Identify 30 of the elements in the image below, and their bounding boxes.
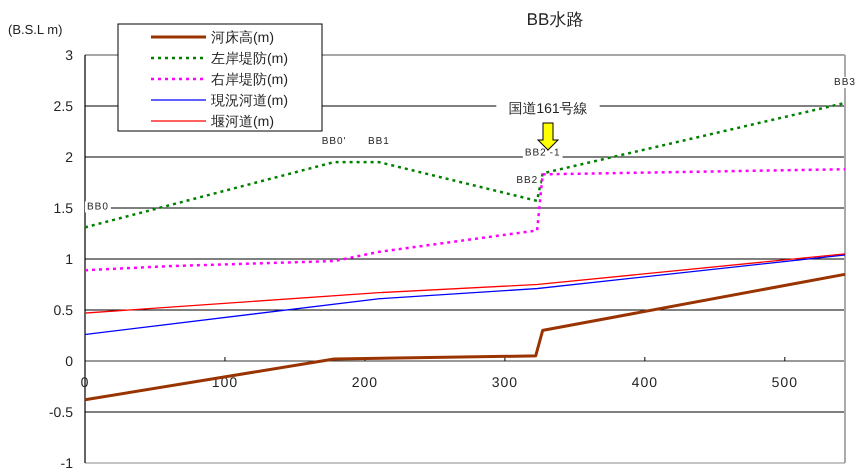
y-tick-label: 2 (65, 149, 74, 165)
chart-title: BB水路 (526, 10, 584, 29)
y-tick-label: 3 (65, 47, 74, 63)
legend-label: 堰河道(m) (210, 113, 274, 129)
x-tick-label: 400 (632, 374, 658, 390)
annotation: BB0' (322, 136, 347, 148)
line-series (84, 254, 846, 336)
x-tick-label: 300 (492, 374, 518, 390)
legend-label: 河床高(m) (211, 29, 274, 45)
annotation: BB2'-1 (524, 147, 561, 158)
line-series (84, 253, 846, 314)
legend-label: 左岸堤防(m) (211, 50, 288, 66)
y-tick-label: 1.5 (54, 200, 74, 216)
y-tick-label: -1 (60, 455, 74, 471)
y-axis-title: (B.S.L m) (8, 22, 62, 37)
line-series (84, 168, 846, 272)
legend-label: 右岸堤防(m) (211, 71, 288, 87)
y-tick-label: 0.5 (54, 302, 74, 318)
legend-label: 現況河道(m) (211, 92, 288, 108)
annotation: BB0 (87, 201, 109, 212)
y-tick-label: -0.5 (48, 404, 74, 420)
annotation: 国道161号線 (508, 100, 588, 116)
annotation: BB1 (368, 136, 390, 148)
y-tick-label: 2.5 (54, 98, 74, 114)
annotation: BB2 (516, 174, 538, 186)
x-tick-label: 200 (352, 374, 378, 390)
x-tick-label: 500 (772, 374, 798, 390)
y-tick-label: 1 (65, 251, 74, 267)
y-tick-label: 0 (65, 353, 74, 369)
annotation: BB3 (834, 76, 856, 88)
